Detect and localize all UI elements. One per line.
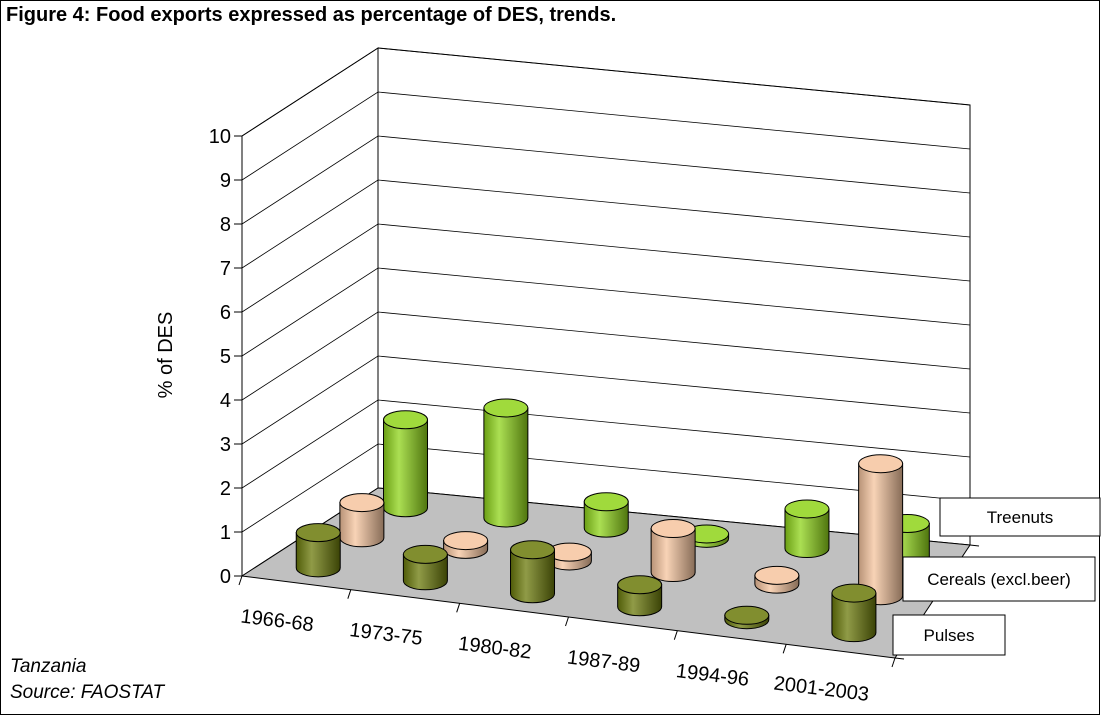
gridline <box>241 443 971 533</box>
legend-entry: Pulses <box>923 626 974 645</box>
y-tick-label: 3 <box>220 434 231 456</box>
bar-top <box>402 544 448 564</box>
x-tick-label: 2001-2003 <box>773 672 871 705</box>
bar-top <box>383 410 429 430</box>
gridline <box>241 267 971 357</box>
gridline <box>241 91 971 181</box>
legend-entry: Treenuts <box>987 508 1053 527</box>
x-tick-mark <box>891 657 896 668</box>
x-tick-mark <box>782 644 787 654</box>
x-tick-label: 1980-82 <box>457 633 533 664</box>
y-tick-label: 8 <box>220 214 231 236</box>
bar-top <box>510 540 556 560</box>
gridline <box>241 355 971 445</box>
y-tick-label: 10 <box>209 126 231 148</box>
bar-top <box>754 565 800 585</box>
bar-pulses-1973-75 <box>402 544 448 591</box>
x-tick-label: 1994-96 <box>675 660 751 691</box>
bar-top <box>483 398 529 418</box>
bar-pulses-1987-89 <box>617 575 663 617</box>
x-tick-label: 1966-68 <box>239 605 315 636</box>
y-axis-ticks: 0 1 2 3 4 5 6 7 8 9 10 <box>209 126 243 588</box>
bar-side <box>383 419 429 518</box>
bar-side <box>510 549 556 604</box>
gridline <box>241 399 971 489</box>
y-tick-label: 9 <box>220 170 231 192</box>
y-tick-label: 7 <box>220 258 231 280</box>
gridline <box>241 47 971 137</box>
chart-bars <box>295 398 930 643</box>
x-tick-label: 1987-89 <box>566 646 642 677</box>
bar-cereals-excl-beer--1980-82 <box>546 542 592 571</box>
x-tick-mark <box>673 630 678 640</box>
legend-box <box>939 497 1101 537</box>
bar-top <box>583 492 629 512</box>
bar-cereals-excl-beer--2001-2003 <box>858 454 904 606</box>
bar-cereals-excl-beer--1994-96 <box>754 565 800 594</box>
bar-treenuts-1980-82 <box>583 492 629 538</box>
bar-top <box>724 605 770 625</box>
bar-top <box>650 519 696 539</box>
bar-top <box>831 583 877 603</box>
depth-tick-mark <box>969 544 980 547</box>
bar-pulses-1980-82 <box>510 540 556 604</box>
bar-side <box>339 502 385 548</box>
chart-title: Figure 4: Food exports expressed as perc… <box>6 4 617 26</box>
gridline <box>241 311 971 401</box>
bar-side <box>858 463 904 606</box>
y-tick-label: 1 <box>220 522 231 544</box>
bar-treenuts-1994-96 <box>784 499 830 559</box>
y-tick-label: 4 <box>220 390 231 412</box>
legend: Pulses Cereals (excl.beer) Treenuts <box>892 497 1101 656</box>
bar-pulses-1994-96 <box>724 605 770 630</box>
bar-top <box>339 493 385 513</box>
bar-treenuts-1966-68 <box>383 410 429 518</box>
bar-top <box>784 499 830 519</box>
x-tick-mark <box>565 616 569 627</box>
bar-pulses-2001-2003 <box>831 583 877 643</box>
bar-side <box>831 592 877 643</box>
bar-treenuts-1973-75 <box>483 398 529 528</box>
bar-cereals-excl-beer--1966-68 <box>339 493 385 548</box>
bar-top <box>858 454 904 474</box>
y-tick-label: 6 <box>220 302 231 324</box>
bar-cereals-excl-beer--1987-89 <box>650 519 696 583</box>
country-note: Tanzania <box>10 656 87 677</box>
bar-side <box>483 407 529 528</box>
gridline <box>241 135 971 225</box>
gridline <box>241 223 971 313</box>
bar-top <box>295 523 341 543</box>
bar-side <box>583 501 629 538</box>
x-tick-mark <box>238 575 243 586</box>
bar-top <box>443 531 489 551</box>
legend-box <box>892 614 1006 656</box>
x-tick-mark <box>347 589 352 599</box>
bar-top <box>617 575 663 595</box>
gridline <box>241 179 971 269</box>
bar-pulses-1966-68 <box>295 523 341 578</box>
source-note: Source: FAOSTAT <box>10 682 165 703</box>
bar-side <box>402 553 448 591</box>
y-tick-label: 5 <box>220 346 231 368</box>
x-tick-label: 1973-75 <box>348 619 424 650</box>
legend-box <box>902 556 1096 602</box>
y-tick-label: 2 <box>220 478 231 500</box>
legend-entry: Cereals (excl.beer) <box>927 570 1071 589</box>
bar-side <box>650 528 696 583</box>
bar-cereals-excl-beer--1973-75 <box>443 531 489 559</box>
y-axis-label: % of DES <box>155 312 177 399</box>
x-tick-mark <box>456 603 461 613</box>
bar-side <box>295 532 341 578</box>
bar-side <box>784 508 830 559</box>
y-tick-label: 0 <box>220 566 231 588</box>
depth-tick-mark <box>894 657 905 660</box>
